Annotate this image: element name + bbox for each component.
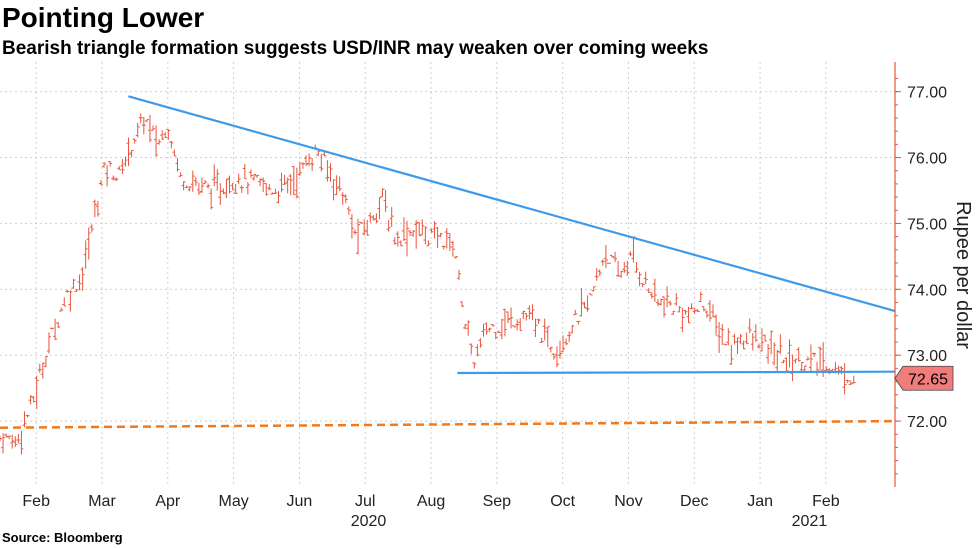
y-tick-label: 77.00 (907, 85, 947, 102)
trendlines (0, 95, 896, 429)
x-tick-label: Oct (550, 493, 575, 510)
y-tick-label: 76.00 (907, 151, 947, 168)
x-tick-label: Aug (417, 493, 445, 510)
y-axis: 77.00 76.00 75.00 74.00 73.00 72.00 (894, 62, 947, 487)
x-tick-label: May (219, 493, 249, 510)
source-note: Source: Bloomberg (2, 530, 123, 545)
x-year-label: 2021 (792, 513, 828, 530)
x-tick-label: Nov (614, 493, 642, 510)
price-bars (0, 113, 856, 455)
support-dashed-line (0, 419, 896, 429)
x-axis: Feb Mar Apr May Jun Jul Aug Sep Oct Nov Dec Jan Feb 2… (22, 493, 839, 530)
chart-subtitle: Bearish triangle formation suggests USD/… (2, 38, 709, 59)
upper-trendline (128, 95, 896, 313)
last-value-text: 72.65 (908, 371, 948, 388)
x-tick-label: Mar (88, 493, 116, 510)
x-tick-label: Feb (812, 493, 840, 510)
x-tick-label: Jun (287, 493, 313, 510)
x-year-label: 2020 (351, 513, 387, 530)
y-tick-label: 72.00 (907, 414, 947, 431)
last-value-marker: 72.65 (894, 365, 954, 391)
last-value-badge (894, 365, 954, 391)
y-tick-label: 75.00 (907, 216, 947, 233)
x-tick-label: Dec (680, 493, 708, 510)
y-axis-label: Rupee per dollar (952, 201, 974, 349)
y-tick-label: 74.00 (907, 282, 947, 299)
lower-trendline (457, 370, 896, 375)
x-tick-label: Jul (355, 493, 375, 510)
y-tick-label: 73.00 (907, 348, 947, 365)
x-tick-label: Sep (483, 493, 512, 510)
x-tick-label: Feb (22, 493, 50, 510)
x-tick-label: Apr (155, 493, 181, 510)
x-tick-label: Jan (747, 493, 773, 510)
chart-title: Pointing Lower (2, 2, 205, 33)
